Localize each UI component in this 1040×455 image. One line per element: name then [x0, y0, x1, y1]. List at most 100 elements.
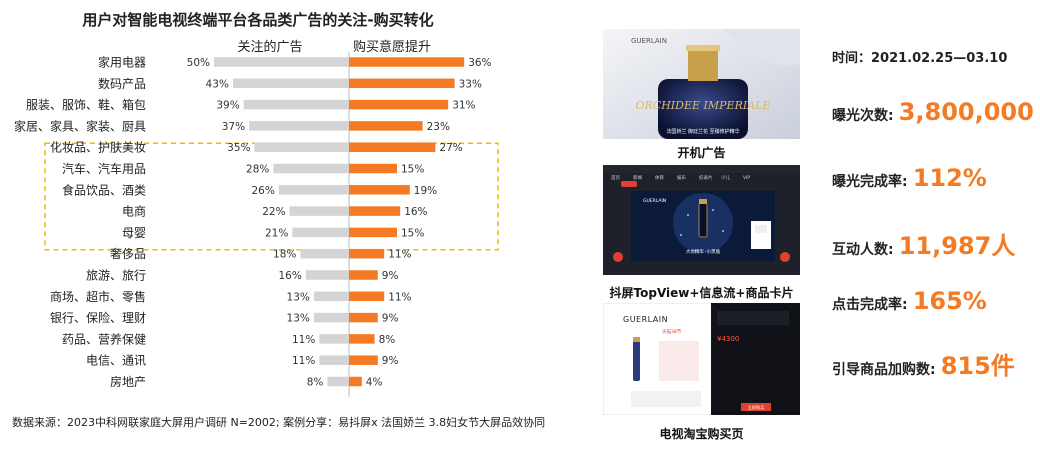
- category-label: 数码产品: [98, 76, 146, 91]
- bar-purchase-intent-label: 11%: [388, 249, 411, 261]
- bar-purchase-intent-label: 16%: [404, 206, 427, 218]
- bar-attention: [254, 142, 349, 152]
- bar-purchase-intent-label: 19%: [414, 185, 437, 197]
- bar-attention: [214, 57, 349, 67]
- category-label: 母婴: [122, 226, 146, 240]
- bar-purchase-intent: [349, 376, 362, 387]
- bar-purchase-intent-label: 15%: [401, 164, 424, 176]
- boot-ad-caption: 开机广告: [677, 146, 726, 160]
- category-label: 汽车、汽车用品: [62, 161, 146, 176]
- taobao-page-image: GUERLAIN 天猫38节 ¥4300 立即购买: [603, 303, 800, 415]
- bar-attention: [278, 185, 349, 195]
- category-label: 银行、保险、理财: [50, 310, 146, 325]
- stat-add-to-cart: 引导商品加购数: 815件: [832, 346, 1015, 381]
- bar-attention-label: 11%: [292, 355, 315, 367]
- taobao-price: ¥4300: [717, 335, 739, 343]
- stat-interactions-label: 互动人数:: [832, 242, 894, 258]
- tv-nav-item: 娱乐: [677, 174, 686, 181]
- stat-exposure-completion: 曝光完成率: 112%: [832, 164, 987, 192]
- bar-purchase-intent-label: 11%: [388, 291, 411, 303]
- bars-group: 家用电器 50% 36% 数码产品 43% 33% 服装、服饰、鞋、箱包 39% 31% 家居、家…: [14, 52, 492, 397]
- stat-click-completion-value: 165%: [912, 287, 987, 315]
- bar-attention-label: 8%: [307, 377, 324, 389]
- bar-attention: [232, 78, 349, 89]
- bar-attention-label: 35%: [227, 142, 250, 154]
- bar-purchase-intent: [349, 163, 397, 174]
- taobao-page-caption: 电视淘宝购买页: [659, 427, 744, 441]
- tv-nav-item: VIP: [743, 175, 750, 181]
- tv-nav-item: 体育: [655, 174, 664, 181]
- category-label: 服装、服饰、鞋、箱包: [26, 97, 146, 112]
- bar-purchase-intent: [349, 312, 378, 323]
- stat-exposure-completion-label: 曝光完成率:: [832, 174, 908, 190]
- category-label: 房地产: [110, 374, 146, 389]
- bar-attention-label: 13%: [287, 313, 310, 325]
- taobao-buy-button: 立即购买: [748, 404, 765, 411]
- stat-click-completion-label: 点击完成率:: [832, 297, 908, 313]
- bar-purchase-intent: [349, 142, 436, 152]
- stat-add-to-cart-label: 引导商品加购数:: [832, 362, 936, 378]
- bar-purchase-intent: [349, 270, 378, 280]
- bar-attention-label: 50%: [187, 57, 210, 69]
- category-label: 奢侈品: [110, 247, 146, 261]
- category-label: 化妆品、护肤美妆: [50, 140, 146, 155]
- bar-purchase-intent: [349, 291, 385, 302]
- category-label: 家用电器: [98, 55, 146, 70]
- tv-nav-item: 少儿: [721, 174, 730, 181]
- bar-purchase-intent-label: 9%: [382, 355, 399, 367]
- stat-exposures-label: 曝光次数:: [832, 108, 894, 124]
- bar-attention: [313, 291, 349, 302]
- bar-attention: [327, 376, 349, 387]
- stat-interactions: 互动人数: 11,987人: [832, 226, 1015, 261]
- bar-purchase-intent: [349, 121, 423, 131]
- bar-attention-label: 16%: [278, 270, 301, 282]
- boot-ad-image: ORCHIDEE IMPERIALE 法国娇兰 御廷兰花 至臻修护精华 GUER…: [603, 29, 800, 139]
- topview-brand: GUERLAIN: [643, 198, 666, 204]
- legend-left-series: 关注的广告: [237, 39, 302, 55]
- bar-attention: [292, 227, 349, 238]
- category-label: 旅游、旅行: [86, 269, 146, 283]
- stat-exposure-completion-value: 112%: [912, 164, 987, 192]
- butterfly-bar-chart: 用户对智能电视终端平台各品类广告的关注-购买转化 关注的广告 购买意愿提升 家用…: [14, 11, 499, 397]
- taobao-brand: GUERLAIN: [623, 315, 668, 324]
- boot-ad-product-text: ORCHIDEE IMPERIALE: [636, 99, 771, 112]
- bar-purchase-intent-label: 33%: [459, 78, 482, 90]
- bar-attention-label: 18%: [273, 249, 296, 261]
- bar-attention-label: 22%: [262, 206, 285, 218]
- bar-purchase-intent: [349, 355, 378, 365]
- bar-attention: [243, 99, 349, 110]
- bar-purchase-intent-label: 36%: [468, 57, 491, 69]
- bar-purchase-intent: [349, 248, 385, 259]
- bar-attention-label: 21%: [265, 227, 288, 239]
- bar-purchase-intent-label: 9%: [382, 313, 399, 325]
- bar-purchase-intent: [349, 206, 401, 216]
- bar-attention: [249, 121, 349, 131]
- bar-attention-label: 26%: [251, 185, 274, 197]
- bar-attention: [319, 334, 349, 344]
- tv-nav-item: 首页: [611, 174, 620, 181]
- category-label: 电信、通讯: [86, 354, 146, 368]
- boot-ad-tagline: 法国娇兰 御廷兰花 至臻修护精华: [666, 128, 739, 135]
- bar-attention: [313, 312, 349, 323]
- stat-exposures-value: 3,800,000: [898, 98, 1034, 126]
- category-label: 商场、超市、零售: [50, 289, 146, 304]
- data-source-note: 数据来源：2023中科网联家庭大屏用户调研 N=2002; 案例分享：易抖屏x …: [12, 416, 546, 429]
- bar-purchase-intent: [349, 334, 375, 344]
- bar-purchase-intent-label: 27%: [439, 142, 462, 154]
- category-label: 家居、家具、家装、厨具: [14, 118, 146, 133]
- bar-attention-label: 28%: [246, 164, 269, 176]
- bar-attention: [289, 206, 349, 216]
- bar-attention: [300, 248, 349, 259]
- bar-purchase-intent: [349, 185, 410, 195]
- campaign-period: 时间：2021.02.25—03.10: [832, 51, 1008, 66]
- bar-purchase-intent-label: 15%: [401, 227, 424, 239]
- bar-attention: [273, 163, 349, 174]
- stat-interactions-value: 11,987人: [898, 232, 1016, 260]
- stat-exposures: 曝光次数: 3,800,000: [832, 98, 1034, 126]
- bar-purchase-intent-label: 8%: [379, 334, 396, 346]
- bar-purchase-intent-label: 9%: [382, 270, 399, 282]
- tv-nav-item: 纪录片: [699, 174, 713, 181]
- bar-purchase-intent-label: 31%: [452, 100, 475, 112]
- category-label: 药品、营养保健: [62, 331, 146, 346]
- bar-purchase-intent: [349, 57, 465, 67]
